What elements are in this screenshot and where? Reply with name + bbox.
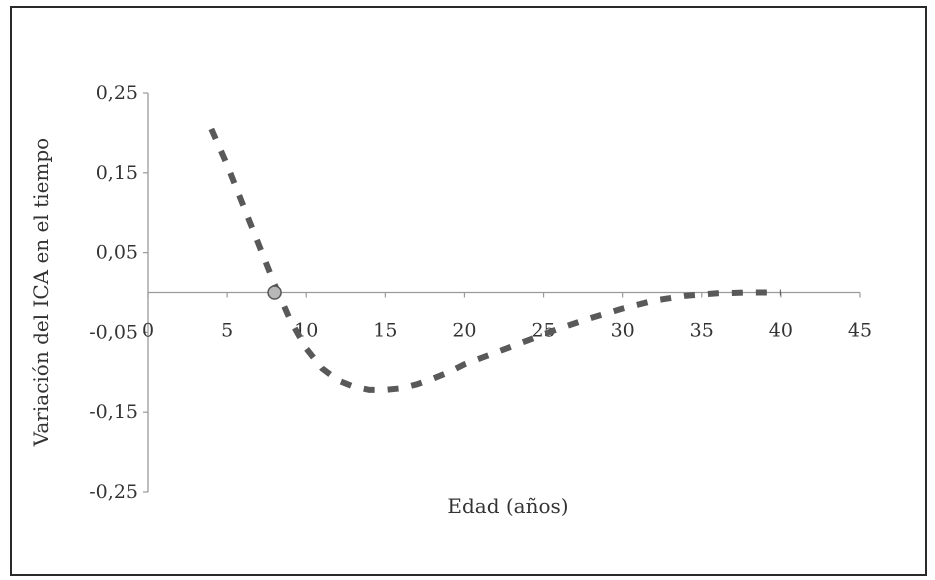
data-point-marker [267, 285, 282, 300]
x-tick-label: 40 [769, 320, 793, 342]
x-tick-label: 20 [452, 320, 476, 342]
chart-frame [10, 6, 927, 576]
x-tick-label: 25 [531, 320, 555, 342]
y-axis-title: Variación del ICA en el tiempo [29, 138, 53, 447]
y-tick-label: -0,05 [89, 321, 138, 343]
x-tick-label: 35 [690, 320, 714, 342]
x-tick-label: 15 [373, 320, 397, 342]
x-axis-title: Edad (años) [447, 494, 568, 518]
x-tick-label: 0 [142, 320, 154, 342]
y-tick-label: 0,05 [96, 242, 138, 264]
x-tick-label: 30 [611, 320, 635, 342]
y-tick-label: 0,15 [96, 162, 138, 184]
x-tick-label: 5 [221, 320, 233, 342]
y-tick-label: -0,15 [89, 401, 138, 423]
y-tick-label: 0,25 [96, 82, 138, 104]
series-line [208, 127, 781, 393]
series-layer [208, 127, 781, 393]
annotation-layer [267, 285, 282, 300]
axes: 0,250,150,05-0,05-0,15-0,250 5 10 15 20 25 30 3… [89, 82, 872, 503]
y-tick-label: -0,25 [89, 481, 138, 503]
x-tick-label: 45 [848, 320, 872, 342]
